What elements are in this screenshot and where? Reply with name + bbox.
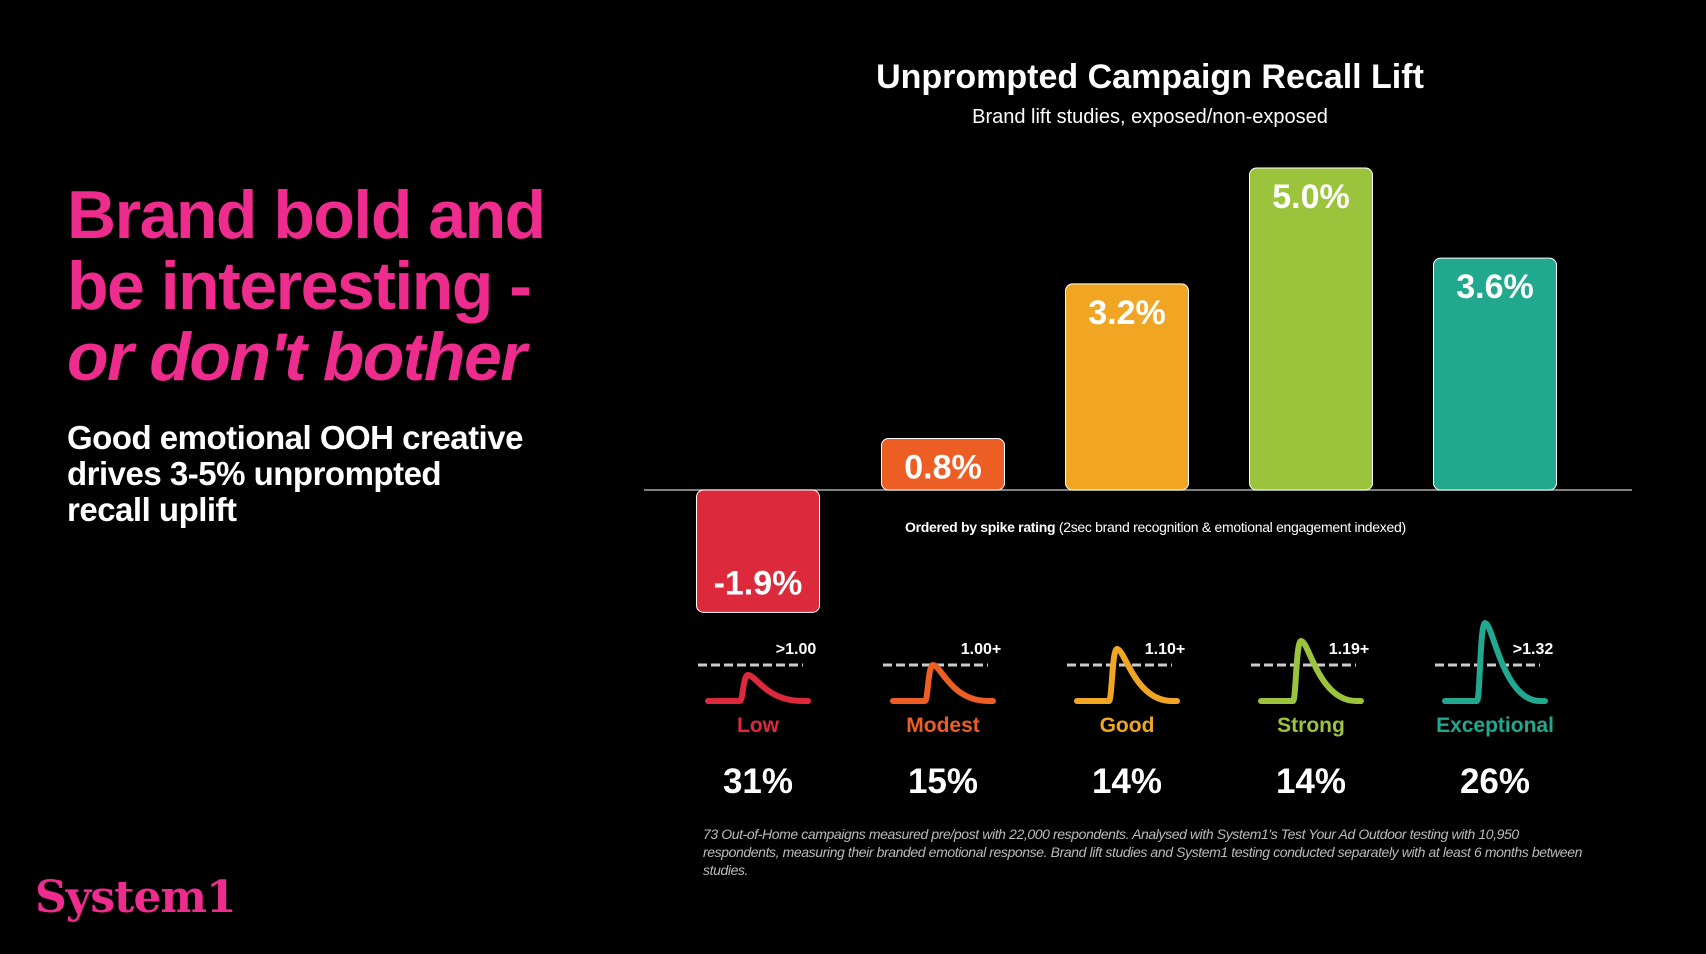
bar-modest — [881, 437, 1005, 491]
category-share: 26% — [1459, 762, 1531, 801]
headline-line: Brand bold and — [67, 177, 546, 253]
category-share: 15% — [907, 762, 979, 801]
subheadline-line: recall uplift — [67, 491, 237, 528]
spike-icon — [1442, 620, 1548, 704]
headline: Brand bold and be interesting - or don't… — [67, 177, 546, 395]
category-share: 31% — [722, 762, 794, 801]
spike-threshold-label: >1.00 — [776, 641, 817, 658]
category-label: Strong — [1277, 714, 1345, 737]
category-label: Good — [1099, 714, 1155, 737]
order-note: Ordered by spike rating (2sec brand reco… — [905, 519, 1406, 535]
bar-good — [1065, 283, 1189, 491]
footnote: 73 Out-of-Home campaigns measured pre/po… — [703, 826, 1582, 878]
spike-threshold-label: 1.00+ — [961, 641, 1001, 658]
headline-line: or don't bother — [67, 319, 527, 395]
spike-icon — [1258, 638, 1364, 704]
bar-strong — [1249, 167, 1373, 491]
spike-icon — [705, 672, 811, 704]
chart-subtitle: Brand lift studies, exposed/non-exposed — [972, 106, 1328, 128]
spike-icon — [890, 662, 996, 704]
bar-value-label: 3.6% — [1456, 268, 1534, 306]
chart-title: Unprompted Campaign Recall Lift — [876, 58, 1424, 96]
spike-icon — [1074, 646, 1180, 704]
order-note-rest: (2sec brand recognition & emotional enga… — [1055, 519, 1406, 535]
category-label: Modest — [906, 714, 980, 737]
bar-value-label: 5.0% — [1272, 178, 1350, 216]
bar-value-label: -1.9% — [714, 564, 803, 602]
bar-value-label: 3.2% — [1088, 294, 1166, 332]
category-label: Low — [737, 714, 779, 737]
spike-threshold-label: 1.19+ — [1329, 641, 1369, 658]
spike-threshold-label: >1.32 — [1513, 641, 1554, 658]
order-note-bold: Ordered by spike rating — [905, 519, 1056, 535]
bar-value-label: 0.8% — [904, 448, 982, 486]
subheadline-line: drives 3-5% unprompted — [67, 455, 442, 492]
spike-threshold-label: 1.10+ — [1145, 641, 1185, 658]
category-share: 14% — [1275, 762, 1347, 801]
category-share: 14% — [1091, 762, 1163, 801]
bar-low — [696, 489, 820, 613]
subheadline-line: Good emotional OOH creative — [67, 419, 523, 456]
category-label: Exceptional — [1436, 714, 1554, 737]
headline-line: be interesting - — [67, 248, 532, 324]
subheadline: Good emotional OOH creative drives 3-5% … — [67, 420, 523, 528]
bar-exceptional — [1433, 257, 1557, 491]
system1-logo: System1 — [35, 872, 237, 923]
